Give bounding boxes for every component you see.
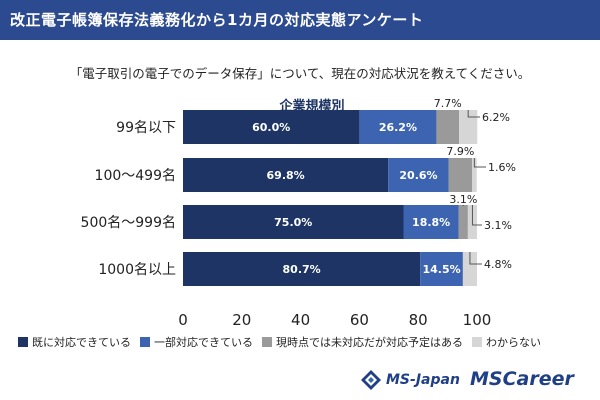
data-label: 7.7% <box>434 97 462 110</box>
title-banner: 改正電子帳簿保存法義務化から1カ月の対応実態アンケート <box>0 0 600 40</box>
bar-segment <box>436 110 460 144</box>
legend-label: 一部対応できている <box>154 336 253 349</box>
data-label: 69.8% <box>267 169 305 182</box>
bar-segment <box>448 158 473 192</box>
x-tick-label: 100 <box>463 311 492 329</box>
chart-legend: 既に対応できている 一部対応できている 現時点では未対応だが対応予定はある わからない <box>18 334 550 350</box>
callout-line <box>471 205 482 226</box>
data-label: 60.0% <box>252 121 290 134</box>
legend-swatch <box>262 337 272 347</box>
data-label: 75.0% <box>274 216 312 229</box>
x-tick-label: 60 <box>350 311 369 329</box>
msjapan-logo: MS-Japan <box>360 366 460 394</box>
bar-segment <box>183 158 389 192</box>
data-label: 20.6% <box>399 169 437 182</box>
legend-swatch <box>472 337 482 347</box>
data-label: 7.9% <box>446 145 474 158</box>
legend-label: 現時点では未対応だが対応予定はある <box>276 336 463 349</box>
msjapan-emblem-icon <box>361 370 381 390</box>
x-tick-label: 0 <box>178 311 188 329</box>
data-label: 1.6% <box>488 161 516 174</box>
survey-question: 「電子取引の電子でのデータ保存」について、現在の対応状況を教えてください。 <box>69 66 531 81</box>
bar-segment <box>183 252 421 286</box>
category-label: 99名以下 <box>116 120 176 136</box>
legend-item: 現時点では未対応だが対応予定はある <box>262 334 463 350</box>
category-label: 1000名以上 <box>98 262 176 278</box>
data-label: 14.5% <box>422 263 460 276</box>
bar-segment <box>459 110 478 144</box>
data-label: 3.1% <box>484 219 512 232</box>
callout-line <box>473 158 486 168</box>
x-tick-label: 80 <box>409 311 428 329</box>
callout-line <box>469 252 482 265</box>
category-label: 500名〜999名 <box>81 215 176 231</box>
callout-line <box>467 110 480 118</box>
data-label: 26.2% <box>379 121 417 134</box>
data-label: 4.8% <box>484 258 512 271</box>
data-label: 18.8% <box>412 216 450 229</box>
bar-segment <box>183 110 360 144</box>
data-label: 3.1% <box>449 193 477 206</box>
bar-segment <box>388 158 449 192</box>
mscareer-logo: MSCareer <box>470 368 574 390</box>
legend-label: 既に対応できている <box>32 336 131 349</box>
category-label: 100〜499名 <box>95 168 176 184</box>
bar-segment <box>462 252 477 286</box>
legend-label: わからない <box>486 336 541 349</box>
bar-segment <box>359 110 437 144</box>
bar-segment <box>183 205 404 239</box>
bar-segment <box>403 205 459 239</box>
bar-segment <box>458 205 468 239</box>
data-label: 80.7% <box>283 263 321 276</box>
page-title: 改正電子帳簿保存法義務化から1カ月の対応実態アンケート <box>10 11 424 29</box>
legend-swatch <box>18 337 28 347</box>
legend-item: 既に対応できている <box>18 334 131 350</box>
x-tick-label: 20 <box>232 311 251 329</box>
data-label: 6.2% <box>482 111 510 124</box>
legend-item: わからない <box>472 334 541 350</box>
bar-segment <box>472 158 477 192</box>
legend-item: 一部対応できている <box>140 334 253 350</box>
x-tick-label: 40 <box>291 311 310 329</box>
msjapan-logo-text: MS-Japan <box>386 372 460 388</box>
bar-segment <box>420 252 463 286</box>
legend-swatch <box>140 337 150 347</box>
